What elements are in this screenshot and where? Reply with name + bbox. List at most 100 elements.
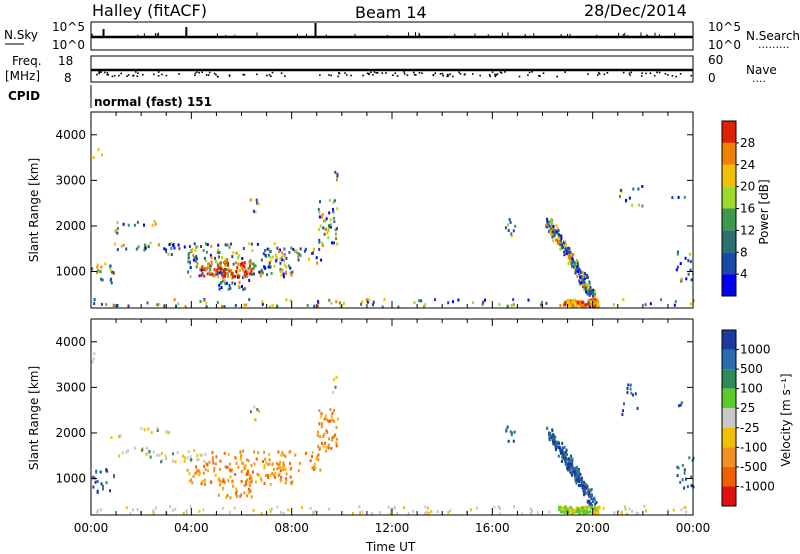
echo-cell	[566, 298, 570, 302]
nave-dot	[208, 71, 211, 74]
echo-cell	[498, 512, 501, 516]
echo-cell	[334, 228, 337, 232]
echo-cell	[560, 241, 563, 245]
echo-cell	[273, 242, 276, 246]
ytick-label: 4000	[55, 128, 86, 142]
echo-cell	[371, 512, 373, 515]
nave-dot	[153, 73, 155, 76]
nave-dot	[118, 74, 120, 77]
echo-cell	[127, 449, 129, 453]
echo-cell	[510, 433, 513, 437]
nave-dot	[690, 74, 693, 77]
colorbar-swatch	[722, 349, 736, 370]
echo-cell	[217, 243, 220, 247]
echo-cell	[529, 511, 532, 515]
echo-cell	[561, 246, 564, 250]
nave-dot	[120, 72, 122, 75]
echo-cell	[361, 300, 364, 304]
echo-cell	[319, 224, 322, 228]
echo-cell	[146, 446, 148, 450]
echo-cell	[299, 247, 302, 251]
echo-cell	[234, 473, 237, 476]
echo-cell	[245, 482, 248, 486]
echo-cell	[240, 480, 243, 483]
echo-cell	[570, 460, 573, 464]
echo-cell	[198, 274, 201, 278]
echo-cell	[232, 262, 235, 266]
nave-dot	[496, 73, 499, 75]
echo-cell	[207, 469, 209, 472]
power-xticks	[90, 112, 694, 308]
echo-cell	[260, 479, 263, 483]
echo-cell	[540, 303, 542, 307]
echo-cell	[571, 261, 573, 265]
echo-cell	[266, 473, 269, 477]
echo-cell	[205, 250, 208, 254]
echo-cell	[674, 300, 677, 303]
echo-cell	[235, 487, 238, 491]
echo-cell	[153, 220, 156, 223]
echo-cell	[552, 225, 555, 229]
echo-cell	[575, 263, 578, 267]
nave-dot	[499, 71, 502, 73]
echo-cell	[335, 300, 338, 304]
echo-cell	[513, 505, 516, 509]
echo-cell	[567, 465, 570, 469]
colorbar-swatch	[722, 208, 736, 231]
colorbar-swatch	[722, 330, 736, 350]
echo-cell	[331, 241, 333, 245]
echo-cell	[365, 298, 368, 302]
echo-cell	[203, 256, 206, 260]
echo-cell	[546, 225, 549, 229]
echo-cell	[105, 468, 108, 472]
echo-cell	[475, 506, 478, 510]
echo-cell	[570, 256, 573, 260]
echo-cell	[644, 303, 647, 307]
echo-cell	[257, 451, 260, 455]
echo-cell	[235, 461, 238, 465]
echo-cell	[100, 265, 103, 269]
echo-cell	[325, 429, 328, 433]
echo-cell	[227, 479, 230, 483]
echo-cell	[253, 405, 256, 409]
nave-dot	[656, 71, 658, 74]
echo-cell	[91, 267, 94, 271]
nave-dot	[98, 72, 100, 75]
colorbar-tick-label: -100	[740, 440, 767, 454]
echo-cell	[548, 435, 551, 439]
echo-cell	[237, 465, 240, 469]
echo-cell	[573, 467, 576, 471]
echo-cell	[493, 505, 496, 509]
echo-cell	[269, 473, 272, 477]
echo-cell	[580, 304, 584, 308]
echo-cell	[679, 480, 682, 484]
echo-cell	[322, 226, 325, 230]
nave-dot	[266, 74, 268, 77]
echo-cell	[277, 463, 280, 466]
echo-cell	[684, 505, 687, 509]
echo-cell	[248, 298, 251, 302]
echo-cell	[158, 453, 161, 457]
echo-cell	[330, 222, 333, 226]
echo-cell	[143, 223, 145, 227]
echo-cell	[297, 255, 300, 258]
echo-cell	[213, 268, 216, 272]
colorbar-swatch	[722, 427, 736, 448]
echo-cell	[235, 272, 238, 276]
echo-cell	[158, 302, 161, 306]
echo-cell	[334, 232, 337, 236]
echo-cell	[673, 303, 676, 307]
echo-cell	[277, 474, 280, 478]
echo-cell	[554, 228, 557, 232]
nave-dot	[344, 72, 346, 74]
echo-cell	[579, 270, 582, 274]
echo-cell	[205, 305, 208, 309]
nave-dot	[531, 71, 533, 73]
echo-cell	[623, 402, 625, 406]
echo-cell	[324, 414, 327, 418]
nave-dot	[472, 73, 474, 75]
echo-cell	[549, 432, 552, 436]
echo-cell	[593, 496, 596, 500]
echo-cell	[559, 247, 562, 251]
nave-dot	[205, 74, 208, 76]
